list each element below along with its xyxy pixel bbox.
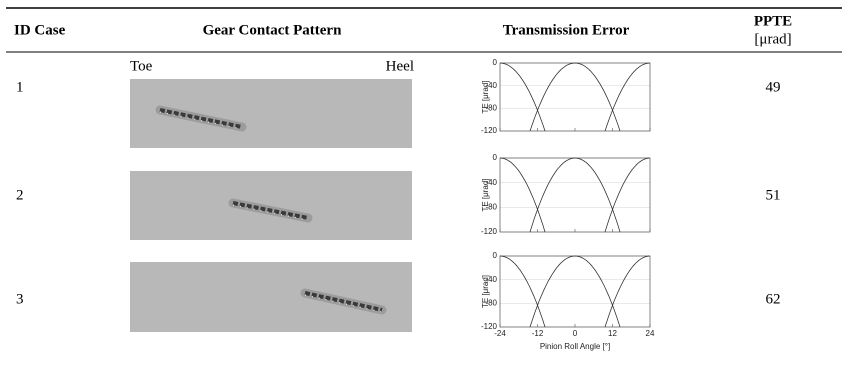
te-curve: [605, 158, 650, 232]
te-curve: [500, 158, 545, 232]
te-curve: [605, 256, 650, 327]
x-tick-label: 0: [573, 329, 578, 338]
x-tick-label: 12: [608, 329, 617, 338]
te-curve: [500, 256, 545, 327]
y-tick-label: -120: [481, 126, 498, 135]
ppte-value: 49: [766, 79, 781, 95]
te-curve: [530, 256, 620, 327]
ppte-value: 51: [766, 187, 781, 203]
header-te: Transmission Error: [503, 22, 630, 38]
te-curve: [605, 63, 650, 131]
header-ppte-unit: [μrad]: [754, 31, 791, 47]
plot-frame: [500, 63, 650, 131]
te-curve: [500, 63, 545, 131]
heel-label: Heel: [386, 58, 414, 74]
x-axis-label: Pinion Roll Angle [°]: [540, 342, 610, 351]
row-id: 2: [16, 187, 24, 203]
x-tick-label: -12: [532, 329, 544, 338]
te-curve: [530, 63, 620, 131]
x-tick-label: -24: [494, 329, 506, 338]
plot-frame: [500, 158, 650, 232]
row-id: 1: [16, 79, 24, 95]
y-tick-label: 0: [493, 251, 498, 260]
y-tick-label: -120: [481, 227, 498, 236]
ppte-value: 62: [766, 291, 781, 307]
y-axis-label: TE [μrad]: [481, 275, 490, 308]
header-ppte: PPTE: [754, 13, 792, 29]
contact-pattern-bg: [130, 262, 412, 332]
y-tick-label: 0: [493, 58, 498, 67]
y-tick-label: 0: [493, 153, 498, 162]
header-pattern: Gear Contact Pattern: [203, 22, 343, 38]
toe-label: Toe: [130, 58, 153, 74]
y-axis-label: TE [μrad]: [481, 178, 490, 211]
x-tick-label: 24: [646, 329, 655, 338]
y-axis-label: TE [μrad]: [481, 80, 490, 113]
page: ID Case Gear Contact Pattern Transmissio…: [0, 0, 848, 367]
te-curve: [530, 158, 620, 232]
contact-pattern-bg: [130, 171, 412, 240]
plot-frame: [500, 256, 650, 327]
header-id: ID Case: [14, 22, 66, 38]
row-id: 3: [16, 291, 24, 307]
